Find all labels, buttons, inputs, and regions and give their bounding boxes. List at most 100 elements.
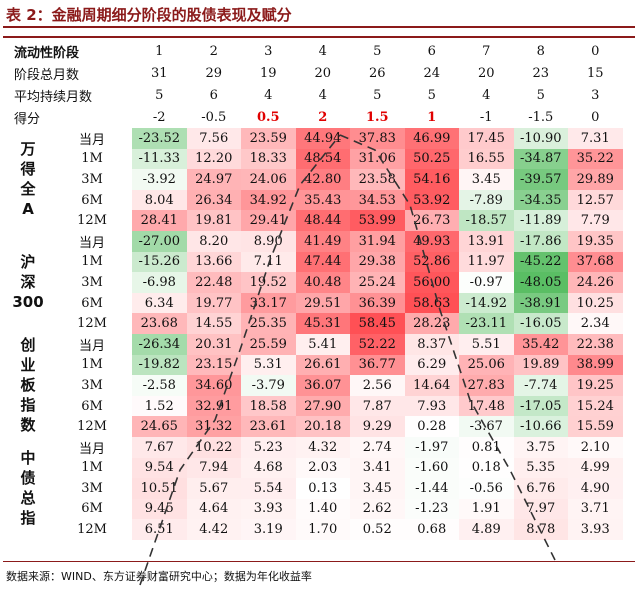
value-cell: 22.48 bbox=[186, 272, 241, 293]
value-cell: 5.31 bbox=[241, 354, 296, 376]
value-cell: 28.41 bbox=[132, 210, 187, 231]
group-label: 创业板指数 bbox=[20, 336, 36, 435]
value-cell: 27.90 bbox=[295, 395, 350, 417]
value-cell: 6.51 bbox=[132, 519, 187, 540]
value-cell: 29.38 bbox=[350, 251, 405, 273]
value-cell: 8.37 bbox=[404, 333, 459, 355]
value-cell: 16.55 bbox=[459, 148, 514, 170]
value-cell: 36.07 bbox=[295, 375, 350, 396]
value-cell: 32.91 bbox=[186, 395, 241, 417]
value-cell: 3.19 bbox=[241, 519, 296, 540]
value-cell: 0.68 bbox=[404, 519, 459, 540]
header-cell: 20 bbox=[477, 65, 495, 81]
value-cell: 1.70 bbox=[295, 519, 350, 540]
header-cell: 2 bbox=[318, 109, 328, 125]
value-cell: 10.51 bbox=[132, 478, 187, 499]
value-cell: 9.45 bbox=[132, 498, 187, 520]
header-cell: 5 bbox=[155, 87, 164, 103]
value-cell: -11.33 bbox=[132, 148, 187, 170]
value-cell: 23.58 bbox=[350, 169, 405, 190]
table-row: 6M 1.52 32.91 18.58 27.90 7.87 7.93 17.48 -17.05… bbox=[4, 395, 623, 417]
value-cell: 23.59 bbox=[241, 128, 296, 149]
value-cell: 2.56 bbox=[350, 375, 405, 396]
table-row: 6M 9.45 4.64 3.93 1.40 2.62 -1.23 1.91 7.97 3.71 bbox=[4, 498, 623, 520]
value-cell: 1.40 bbox=[295, 498, 350, 520]
period-label: 当月 bbox=[78, 441, 105, 457]
value-cell: 14.55 bbox=[186, 313, 241, 334]
value-cell: 15.24 bbox=[568, 395, 623, 417]
period-label: 12M bbox=[77, 316, 107, 332]
header-cell: 4 bbox=[318, 87, 327, 103]
header-row-label: 流动性阶段 bbox=[14, 45, 80, 61]
value-cell: 40.48 bbox=[295, 272, 350, 293]
value-cell: 29.89 bbox=[568, 169, 623, 190]
period-label: 3M bbox=[81, 377, 103, 393]
value-cell: 19.81 bbox=[186, 210, 241, 231]
table-row: 1M -11.33 12.20 18.33 48.54 31.06 50.25 16.55 -3… bbox=[4, 148, 623, 170]
header-cell: 5 bbox=[373, 43, 382, 59]
header-cell: 6 bbox=[209, 87, 218, 103]
value-cell: 42.80 bbox=[295, 169, 350, 190]
value-cell: 20.31 bbox=[186, 333, 241, 355]
value-cell: -34.87 bbox=[513, 148, 568, 170]
value-cell: 10.22 bbox=[186, 436, 241, 458]
value-cell: -11.89 bbox=[513, 210, 568, 231]
table-row: 12M 28.41 19.81 29.41 48.44 53.99 26.73 -18.57-… bbox=[4, 210, 623, 231]
value-cell: 2.03 bbox=[295, 457, 350, 479]
value-cell: 0.52 bbox=[350, 519, 405, 540]
value-cell: 4.68 bbox=[241, 457, 296, 479]
value-cell: -2.58 bbox=[132, 375, 187, 396]
table-row: 6M 6.34 19.77 33.17 29.51 36.39 58.63 -14.92 -38… bbox=[4, 292, 623, 314]
value-cell: 4.90 bbox=[568, 478, 623, 499]
value-cell: -38.91 bbox=[513, 292, 568, 314]
value-cell: -3.67 bbox=[459, 416, 514, 437]
value-cell: 23.68 bbox=[132, 313, 187, 334]
header-cell: 6 bbox=[427, 43, 436, 59]
value-cell: 48.44 bbox=[295, 210, 350, 231]
value-cell: -45.22 bbox=[513, 251, 568, 273]
value-cell: 0.28 bbox=[404, 416, 459, 437]
value-cell: -1.44 bbox=[404, 478, 459, 499]
value-cell: 31.32 bbox=[186, 416, 241, 437]
value-cell: -16.05 bbox=[513, 313, 568, 334]
value-cell: 36.77 bbox=[350, 354, 405, 376]
value-cell: -1.23 bbox=[404, 498, 459, 520]
period-label: 12M bbox=[77, 419, 107, 435]
period-label: 6M bbox=[81, 192, 103, 208]
header-cell: 24 bbox=[423, 65, 441, 81]
value-cell: -23.52 bbox=[132, 128, 187, 149]
value-cell: 52.86 bbox=[404, 251, 459, 273]
period-label: 12M bbox=[77, 213, 107, 229]
header-cell: 31 bbox=[150, 65, 168, 81]
value-cell: 48.54 bbox=[295, 148, 350, 170]
value-cell: 3.41 bbox=[350, 457, 405, 479]
header-cell: 4 bbox=[318, 43, 327, 59]
header-row: 得分 -2 -0.5 0.5 2 1.5 1 -1 -1.5 0 bbox=[4, 106, 623, 128]
value-cell: 20.18 bbox=[295, 416, 350, 437]
value-cell: 5.41 bbox=[295, 333, 350, 355]
value-cell: 17.45 bbox=[459, 128, 514, 149]
header-cell: 2 bbox=[209, 43, 218, 59]
value-cell: 50.25 bbox=[404, 148, 459, 170]
value-cell: 18.58 bbox=[241, 395, 296, 417]
header-cell: 0.5 bbox=[256, 109, 280, 125]
value-cell: -14.92 bbox=[459, 292, 514, 314]
header-cell: 29 bbox=[205, 65, 223, 81]
table-row: 6M 8.04 26.34 34.92 35.43 34.53 53.92 -7.89 -34.… bbox=[4, 189, 623, 211]
value-cell: 37.83 bbox=[350, 128, 405, 149]
header-row: 平均持续月数 5 6 4 4 5 5 4 5 3 bbox=[4, 84, 623, 106]
value-cell: 9.54 bbox=[132, 457, 187, 479]
value-cell: 52.22 bbox=[350, 333, 405, 355]
value-cell: 6.76 bbox=[513, 478, 568, 499]
value-cell: 25.24 bbox=[350, 272, 405, 293]
value-cell: 14.64 bbox=[404, 375, 459, 396]
value-cell: 18.33 bbox=[241, 148, 296, 170]
header-cell: 1 bbox=[155, 43, 164, 59]
value-cell: 28.23 bbox=[404, 313, 459, 334]
value-cell: -0.56 bbox=[459, 478, 514, 499]
value-cell: 9.29 bbox=[350, 416, 405, 437]
header-cell: 23 bbox=[532, 65, 550, 81]
header-cell: 1.5 bbox=[365, 109, 389, 125]
value-cell: 33.17 bbox=[241, 292, 296, 314]
value-cell: 38.99 bbox=[568, 354, 623, 376]
